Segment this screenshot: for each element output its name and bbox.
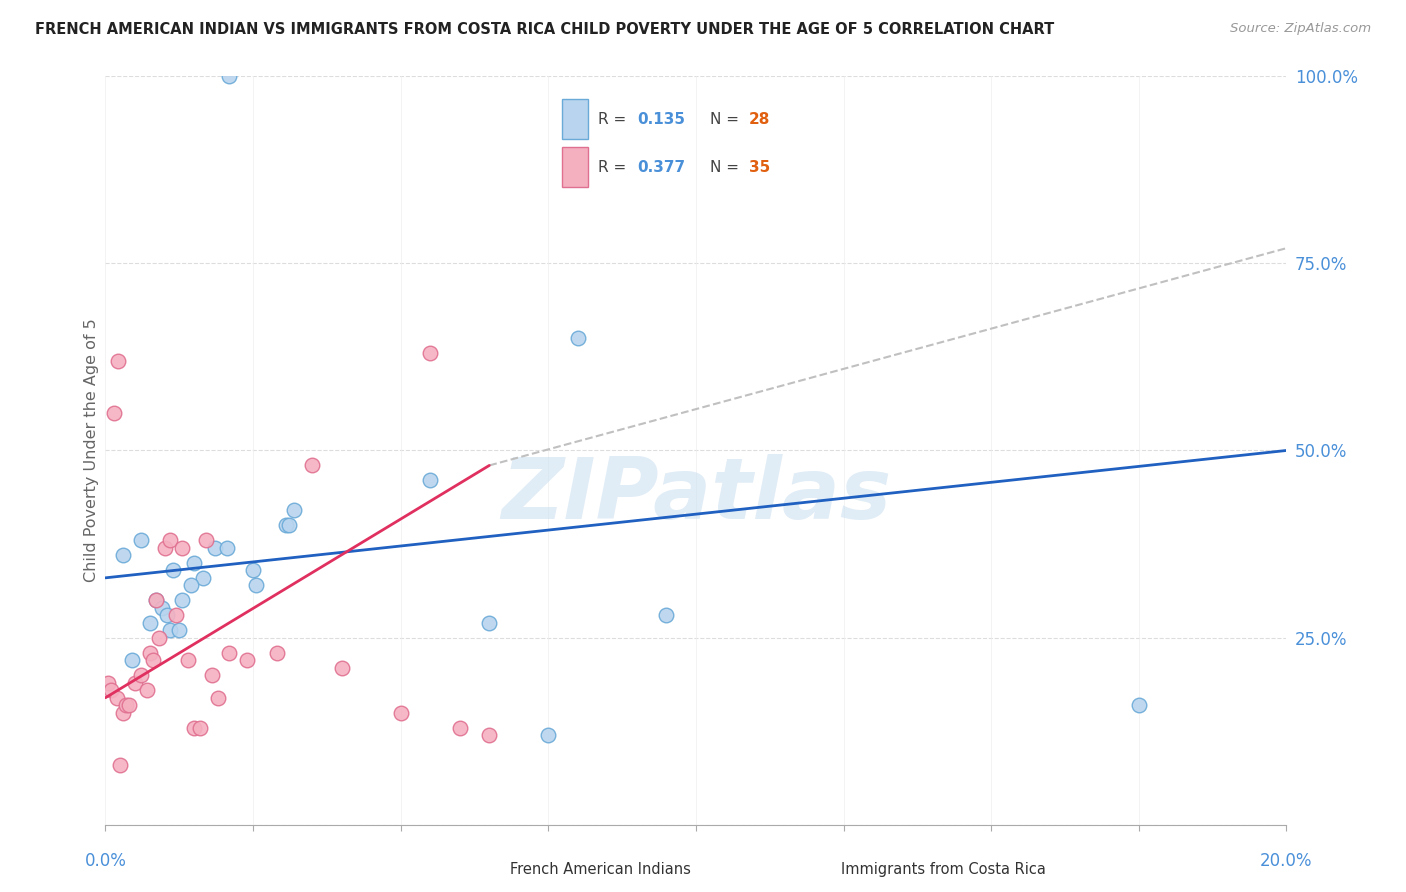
Point	[110, 758, 132, 772]
Point	[148, 631, 170, 645]
Point	[274, 518, 297, 533]
Point	[165, 608, 187, 623]
Point	[245, 578, 267, 592]
Point	[162, 563, 184, 577]
Text: ZIPatlas: ZIPatlas	[501, 454, 891, 537]
Point	[180, 578, 202, 592]
Point	[655, 608, 678, 623]
Point	[188, 721, 211, 735]
Point	[100, 683, 122, 698]
Text: N =: N =	[710, 160, 744, 175]
Point	[567, 331, 589, 345]
Point	[183, 556, 205, 570]
Point	[129, 533, 152, 548]
Point	[389, 706, 412, 720]
Text: FRENCH AMERICAN INDIAN VS IMMIGRANTS FROM COSTA RICA CHILD POVERTY UNDER THE AGE: FRENCH AMERICAN INDIAN VS IMMIGRANTS FRO…	[35, 22, 1054, 37]
Bar	[562, 147, 588, 187]
Point	[169, 624, 191, 638]
Point	[138, 646, 162, 660]
Text: French American Indians: French American Indians	[510, 863, 692, 877]
Bar	[562, 99, 588, 139]
Point	[112, 706, 135, 720]
Point	[150, 600, 173, 615]
Point	[105, 690, 128, 705]
Point	[177, 653, 200, 667]
Y-axis label: Child Poverty Under the Age of 5: Child Poverty Under the Age of 5	[84, 318, 98, 582]
Point	[215, 541, 238, 555]
Point	[118, 698, 141, 713]
Text: R =: R =	[599, 112, 631, 127]
Point	[153, 541, 176, 555]
Point	[191, 571, 214, 585]
Point	[478, 728, 501, 742]
Point	[419, 346, 441, 360]
Point	[1128, 698, 1150, 713]
Point	[142, 653, 165, 667]
Point	[135, 683, 157, 698]
Point	[159, 624, 181, 638]
Text: N =: N =	[710, 112, 744, 127]
Point	[283, 503, 305, 517]
Point	[145, 593, 167, 607]
Point	[419, 474, 441, 488]
Point	[236, 653, 259, 667]
Point	[242, 563, 264, 577]
Point	[194, 533, 217, 548]
Point	[183, 721, 205, 735]
Point	[218, 646, 240, 660]
Point	[478, 615, 501, 630]
Text: Immigrants from Costa Rica: Immigrants from Costa Rica	[841, 863, 1046, 877]
Point	[124, 675, 146, 690]
Point	[138, 615, 162, 630]
Point	[156, 608, 179, 623]
Point	[129, 668, 152, 682]
Text: 35: 35	[749, 160, 770, 175]
Point	[330, 661, 353, 675]
Point	[301, 458, 323, 473]
Text: 0.377: 0.377	[637, 160, 686, 175]
Text: Source: ZipAtlas.com: Source: ZipAtlas.com	[1230, 22, 1371, 36]
Point	[121, 653, 143, 667]
Text: 20.0%: 20.0%	[1260, 852, 1313, 870]
Point	[145, 593, 167, 607]
Point	[103, 406, 125, 420]
Point	[537, 728, 560, 742]
Point	[115, 698, 138, 713]
Text: 28: 28	[749, 112, 770, 127]
Text: 0.135: 0.135	[637, 112, 685, 127]
Text: R =: R =	[599, 160, 631, 175]
Point	[159, 533, 181, 548]
Text: 0.0%: 0.0%	[84, 852, 127, 870]
Point	[107, 353, 129, 368]
Point	[172, 593, 194, 607]
Point	[266, 646, 288, 660]
Point	[449, 721, 471, 735]
Point	[201, 668, 224, 682]
Point	[172, 541, 194, 555]
Point	[112, 549, 135, 563]
Point	[207, 690, 229, 705]
Point	[218, 69, 240, 83]
Point	[277, 518, 299, 533]
Point	[97, 675, 120, 690]
Point	[204, 541, 226, 555]
